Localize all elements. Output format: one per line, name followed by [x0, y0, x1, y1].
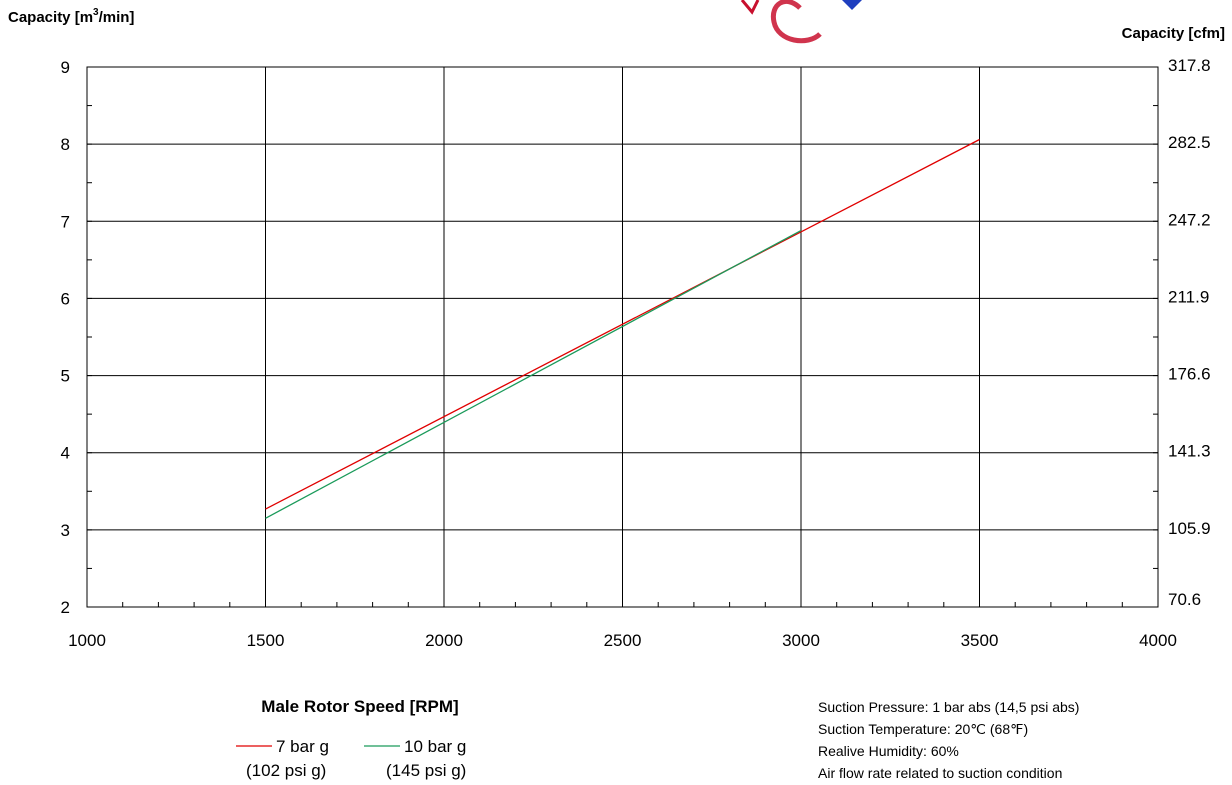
- x-tick-label: 3500: [961, 631, 999, 650]
- x-tick-label: 1500: [247, 631, 285, 650]
- left-axis-title: Capacity [m3/min]: [8, 7, 134, 26]
- legend-sub-10-bar: (145 psi g): [386, 761, 466, 780]
- legend-label-10-bar: 10 bar g: [404, 737, 466, 756]
- y-tick-label: 5: [61, 367, 70, 386]
- legend-label-7-bar: 7 bar g: [276, 737, 329, 756]
- y-tick-label: 3: [61, 521, 70, 540]
- note-air-flow: Air flow rate related to suction conditi…: [818, 765, 1062, 780]
- right-tick-label: 247.2: [1168, 210, 1211, 229]
- left-axis-ticks: 2 3 4 5 6 7 8 9: [61, 58, 70, 617]
- company-logo: [740, 0, 862, 44]
- note-suction-pressure: Suction Pressure: 1 bar abs (14,5 psi ab…: [818, 699, 1079, 715]
- right-tick-label: 211.9: [1168, 287, 1209, 306]
- right-tick-label: 70.6: [1168, 590, 1201, 609]
- series-lines: [265, 138, 980, 519]
- y-tick-label: 6: [61, 289, 70, 308]
- right-tick-label: 141.3: [1168, 442, 1211, 461]
- x-tick-label: 2000: [425, 631, 463, 650]
- note-suction-temperature: Suction Temperature: 20℃ (68℉): [818, 721, 1028, 737]
- grid-lines: [87, 67, 1158, 607]
- plot-frame: [86, 66, 1159, 608]
- right-tick-label: 317.8: [1168, 56, 1211, 75]
- x-tick-label: 4000: [1139, 631, 1177, 650]
- note-humidity: Realive Humidity: 60%: [818, 743, 959, 759]
- right-axis-title: Capacity [cfm]: [1122, 25, 1225, 42]
- legend: 7 bar g (102 psi g) 10 bar g (145 psi g): [236, 737, 466, 780]
- y-tick-label: 9: [61, 58, 70, 77]
- series-line-1: [265, 229, 802, 519]
- right-tick-label: 105.9: [1168, 519, 1211, 538]
- legend-sub-7-bar: (102 psi g): [246, 761, 326, 780]
- x-axis-title: Male Rotor Speed [RPM]: [261, 697, 458, 716]
- y-tick-label: 7: [61, 212, 70, 231]
- y-tick-label: 2: [61, 598, 70, 617]
- right-tick-label: 176.6: [1168, 365, 1211, 384]
- x-tick-label: 3000: [782, 631, 820, 650]
- x-axis-ticks: 1000 1500 2000 2500 3000 3500 4000: [68, 631, 1177, 650]
- x-tick-label: 2500: [604, 631, 642, 650]
- right-tick-label: 282.5: [1168, 133, 1211, 152]
- x-tick-label: 1000: [68, 631, 106, 650]
- series-line-0: [265, 138, 980, 510]
- y-tick-label: 8: [61, 135, 70, 154]
- y-tick-label: 4: [61, 444, 70, 463]
- right-axis-ticks: 70.6 105.9 141.3 176.6 211.9 247.2 282.5 317.8: [1168, 56, 1211, 609]
- conditions-notes: Suction Pressure: 1 bar abs (14,5 psi ab…: [818, 699, 1079, 781]
